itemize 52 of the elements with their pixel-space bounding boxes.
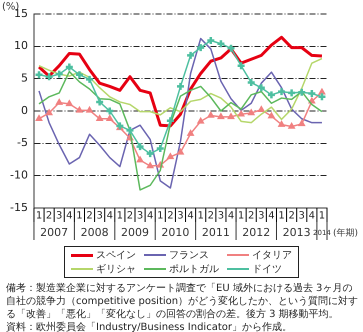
x-tick-label: 4 [308, 210, 316, 222]
x-tick-label: 4 [106, 210, 113, 222]
x-tick-label: 3 [136, 210, 144, 222]
text: 2013 [282, 226, 311, 239]
x-tick-label: 2 [46, 210, 52, 222]
x-tick-label: 2 [126, 210, 134, 222]
x-tick-label: 2 [167, 210, 174, 222]
legend-label: ドイツ [252, 263, 282, 276]
legend-label: スペイン [96, 249, 136, 262]
y-tick-label: -5 [17, 136, 28, 150]
x-tick-label: 3 [177, 210, 184, 222]
x-tick-label: 2 [86, 210, 93, 222]
x-tick-label: 2 [208, 210, 214, 222]
y-tick-label: 5 [20, 72, 28, 85]
text: 2012 [242, 226, 270, 239]
x-tick-label: 2 [248, 210, 254, 222]
text: 2011 [202, 226, 230, 239]
x-tick-label: 1 [278, 210, 285, 222]
x-tick-label: 1 [157, 210, 164, 222]
x-tick-label: 1 [318, 210, 326, 222]
text: 2007 [40, 226, 68, 239]
x-tick-label: 1 [238, 210, 244, 222]
y-tick-label: -10 [10, 168, 28, 182]
x-axis-title: (年期) [333, 227, 358, 238]
y-tick-label: 0 [20, 104, 28, 117]
x-tick-label: 3 [218, 210, 224, 222]
x-tick-label: 1 [116, 210, 124, 222]
y-axis-title: (%) [2, 2, 20, 13]
legend-label: フランス [169, 249, 209, 262]
x-tick-label: 2 [288, 210, 295, 222]
x-tick-label: 4 [228, 210, 234, 222]
legend-label: ポルトガル [169, 263, 219, 276]
x-tick-label: 3 [56, 210, 62, 222]
text: 資料：欧州委員会「Industry/Business Indicator」から作成。 [6, 321, 293, 332]
y-tick-label: -15 [10, 200, 28, 214]
x-tick-label: 4 [66, 210, 73, 222]
x-tick-label: 3 [258, 210, 265, 222]
y-tick-label: 10 [14, 39, 28, 52]
x-tick-label: 1 [198, 210, 204, 222]
x-tick-label: 1 [36, 210, 42, 222]
x-tick-label: 4 [146, 210, 154, 222]
text: 2008 [80, 226, 109, 239]
legend-label: ギリシャ [96, 263, 136, 276]
text: 2010 [161, 226, 190, 239]
text: 2009 [121, 226, 150, 239]
legend-label: イタリア [252, 249, 292, 262]
x-tick-label: 4 [268, 210, 275, 222]
x-tick-label: 3 [96, 210, 103, 222]
x-tick-label: 1 [76, 210, 83, 222]
x-tick-label: 4 [187, 210, 194, 222]
text: 備考：製造業企業に対するアンケート調査で「EU 域外における過去 3ヶ月の自社の競争力（competitive position）がどう変化したか、という質問に対する「改善」「悪化」「変化なし」の回答の割合の差。後方 3 期移動平均。 [6, 282, 359, 321]
x-tick-label: 3 [298, 210, 305, 222]
